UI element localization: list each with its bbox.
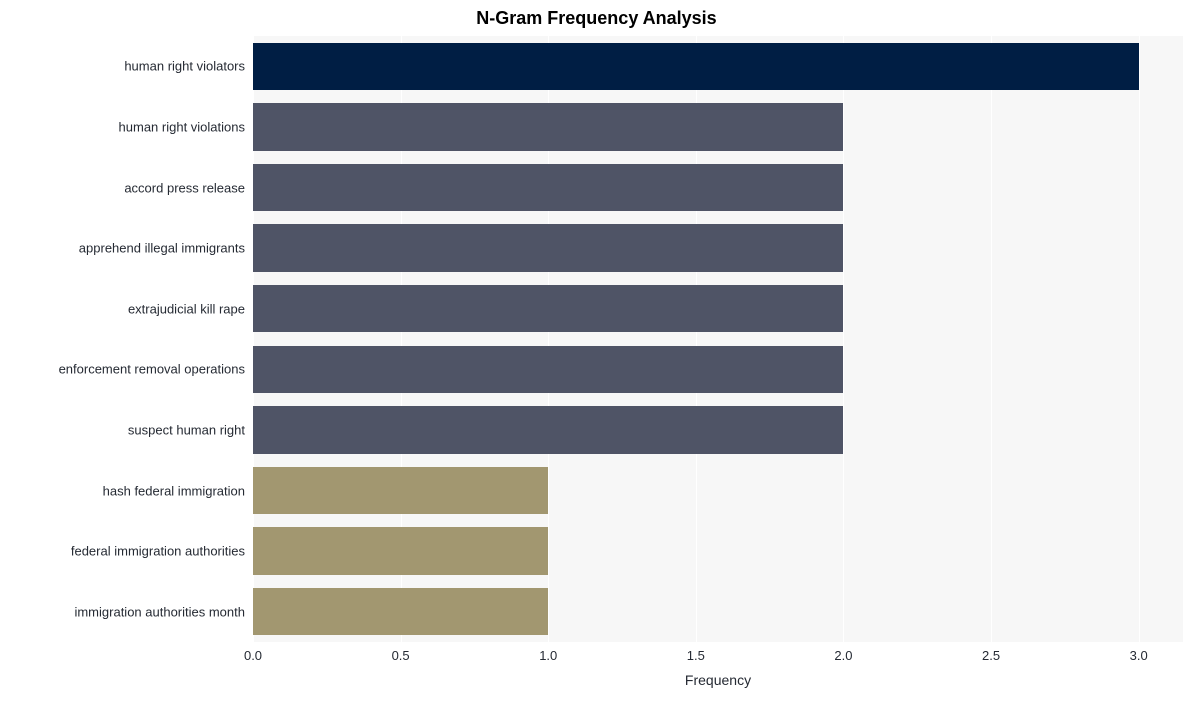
y-tick-label: hash federal immigration (103, 483, 253, 498)
ngram-frequency-chart: N-Gram Frequency Analysis Frequency 0.00… (0, 0, 1193, 701)
gridline (843, 36, 844, 642)
chart-title: N-Gram Frequency Analysis (0, 8, 1193, 29)
y-tick-label: accord press release (124, 180, 253, 195)
y-tick-label: apprehend illegal immigrants (79, 241, 253, 256)
y-tick-label: human right violations (119, 119, 253, 134)
bar (253, 164, 843, 211)
plot-area: Frequency 0.00.51.01.52.02.53.0human rig… (253, 36, 1183, 642)
gridline (991, 36, 992, 642)
x-tick-label: 2.0 (834, 642, 852, 663)
bar (253, 346, 843, 393)
x-tick-label: 2.5 (982, 642, 1000, 663)
bar (253, 103, 843, 150)
x-tick-label: 0.5 (392, 642, 410, 663)
y-tick-label: suspect human right (128, 422, 253, 437)
bar (253, 467, 548, 514)
bar (253, 527, 548, 574)
x-axis-label: Frequency (685, 672, 751, 688)
bar (253, 406, 843, 453)
bar (253, 285, 843, 332)
y-tick-label: immigration authorities month (74, 604, 253, 619)
x-tick-label: 1.5 (687, 642, 705, 663)
x-tick-label: 1.0 (539, 642, 557, 663)
y-tick-label: extrajudicial kill rape (128, 301, 253, 316)
x-tick-label: 3.0 (1130, 642, 1148, 663)
gridline (1139, 36, 1140, 642)
bar (253, 43, 1139, 90)
bar (253, 588, 548, 635)
x-tick-label: 0.0 (244, 642, 262, 663)
y-tick-label: human right violators (124, 59, 253, 74)
y-tick-label: enforcement removal operations (59, 362, 253, 377)
bar (253, 224, 843, 271)
y-tick-label: federal immigration authorities (71, 544, 253, 559)
